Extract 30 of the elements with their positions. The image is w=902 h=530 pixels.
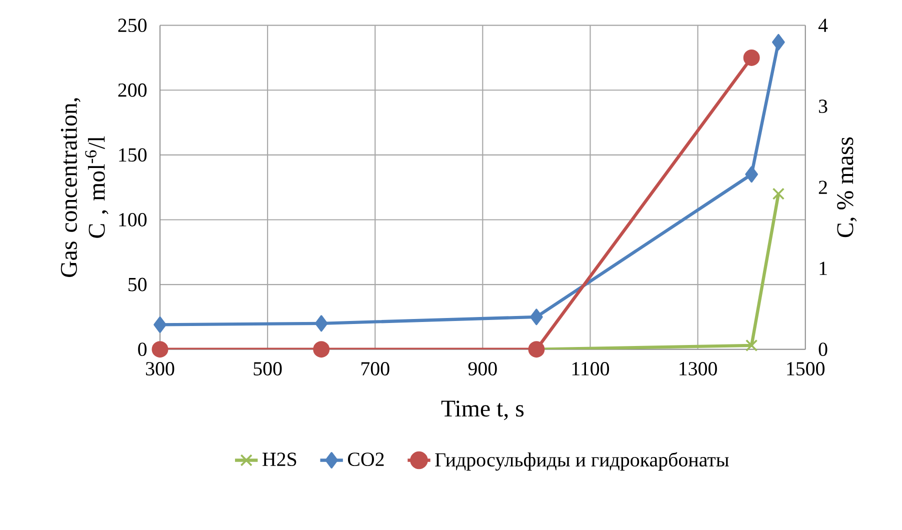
y2-axis-title: C, % mass (837, 137, 857, 238)
y-tick-label: 50 (128, 278, 147, 292)
y2-tick-label: 1 (820, 262, 827, 275)
x-tick-label: 1100 (572, 362, 610, 376)
x-tick-label: 1500 (787, 362, 825, 376)
x-axis-title: Time t, s (441, 400, 524, 420)
point (745, 166, 758, 183)
point (772, 188, 785, 200)
point (772, 34, 785, 50)
y-tick-label: 150 (119, 148, 147, 162)
x-tick-label: 300 (146, 362, 174, 376)
y2-tick-label: 0 (818, 342, 828, 356)
y-tick-label: 100 (119, 213, 147, 226)
point (530, 308, 543, 326)
point (154, 316, 166, 333)
x-tick-label: 700 (361, 362, 390, 376)
legend-label: H2S (262, 452, 296, 466)
y-tick-label: 0 (138, 342, 147, 356)
point (314, 315, 328, 332)
point (745, 339, 758, 352)
y-tick-label: 200 (118, 83, 147, 97)
x-tick-label: 900 (468, 362, 497, 376)
y2-tick-label: 2 (818, 180, 827, 194)
y2-tick-label: 4 (818, 18, 828, 32)
x-tick-label: 1300 (680, 362, 717, 376)
legend-label: Гидросульфиды и гидрокарбонаты (435, 452, 729, 471)
y2-tick-label: 3 (818, 100, 828, 114)
legend-label: CO2 (348, 452, 384, 466)
y-tick-label: 250 (118, 18, 147, 32)
x-tick-label: 500 (254, 362, 282, 376)
